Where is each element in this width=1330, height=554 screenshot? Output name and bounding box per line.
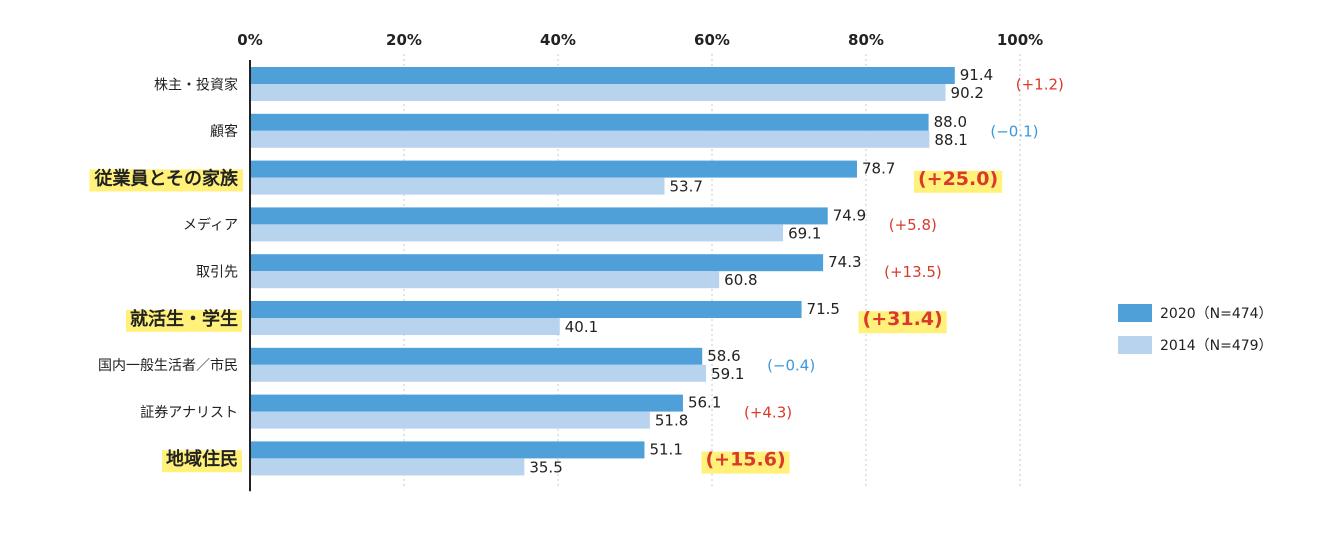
value-label-2014: 40.1 — [565, 318, 598, 336]
x-tick-label: 0% — [237, 31, 262, 49]
category-highlight — [89, 169, 243, 192]
x-tick-label: 20% — [386, 31, 422, 49]
category-label: メディア — [183, 217, 238, 234]
legend-swatch-2020 — [1118, 304, 1152, 322]
value-label-2014: 59.1 — [711, 365, 744, 383]
value-label-2014: 90.2 — [951, 84, 984, 102]
value-label-2020: 51.1 — [649, 440, 682, 458]
category-label: 従業員とその家族 — [94, 167, 239, 189]
difference-label: (+5.8) — [889, 216, 937, 234]
bar-2014 — [251, 177, 665, 195]
value-label-2020: 58.6 — [707, 347, 740, 365]
value-label-2020: 56.1 — [688, 394, 721, 412]
category-highlight — [162, 450, 242, 473]
value-label-2020: 74.3 — [828, 253, 861, 271]
bar-2014 — [251, 318, 560, 335]
bar-2014 — [251, 364, 707, 382]
value-label-2020: 74.9 — [833, 206, 866, 224]
legend-item-2014: 2014（N=479） — [1118, 335, 1273, 355]
bar-2014 — [251, 224, 784, 242]
difference-label: (+4.3) — [744, 403, 792, 421]
value-label-2020: 78.7 — [862, 160, 895, 178]
x-tick-label: 40% — [540, 31, 576, 49]
legend: 2020（N=474） 2014（N=479） — [1118, 303, 1273, 367]
difference-label: (+1.2) — [1016, 76, 1064, 94]
bar-2020 — [251, 113, 929, 131]
category-label: 顧客 — [210, 123, 238, 140]
value-label-2020: 88.0 — [934, 113, 967, 131]
difference-label: (+31.4) — [863, 308, 943, 330]
bar-2020 — [251, 441, 645, 459]
legend-item-2020: 2020（N=474） — [1118, 303, 1273, 323]
difference-label: (+25.0) — [918, 168, 998, 190]
x-tick-label: 100% — [997, 31, 1043, 49]
bar-2020 — [251, 347, 703, 365]
difference-label: (−0.1) — [990, 123, 1038, 141]
category-label: 証券アナリスト — [140, 405, 238, 421]
bar-2014 — [251, 130, 930, 148]
category-label: 株主・投資家 — [154, 76, 238, 93]
value-label-2014: 69.1 — [788, 224, 821, 242]
bar-2020 — [251, 254, 824, 272]
bar-2014 — [251, 271, 720, 289]
difference-highlight — [858, 311, 947, 334]
legend-swatch-2014 — [1118, 336, 1152, 354]
bar-2020 — [251, 301, 802, 318]
bar-2020 — [251, 67, 955, 84]
value-label-2014: 51.8 — [655, 412, 688, 430]
difference-highlight — [913, 170, 1003, 193]
category-label: 地域住民 — [166, 448, 238, 470]
category-label: 国内一般生活者／市民 — [98, 357, 238, 374]
bar-2020 — [251, 394, 683, 412]
value-label-2014: 53.7 — [669, 178, 702, 196]
legend-label-2020: 2020（N=474） — [1160, 306, 1273, 322]
category-label: 取引先 — [196, 265, 238, 281]
category-label: 就活生・学生 — [130, 308, 238, 330]
value-label-2020: 91.4 — [960, 66, 993, 84]
bar-2014 — [251, 84, 946, 101]
legend-label-2014: 2014（N=479） — [1160, 338, 1273, 354]
x-tick-label: 80% — [848, 31, 884, 49]
difference-highlight — [701, 451, 790, 474]
difference-label: (−0.4) — [767, 357, 815, 375]
category-highlight — [126, 309, 242, 332]
value-label-2014: 35.5 — [529, 458, 562, 476]
x-tick-label: 60% — [694, 31, 730, 49]
difference-label: (+13.5) — [884, 263, 942, 281]
value-label-2020: 71.5 — [807, 300, 840, 318]
value-label-2014: 88.1 — [934, 131, 967, 149]
bar-2014 — [251, 458, 525, 476]
bar-2014 — [251, 411, 650, 429]
value-label-2014: 60.8 — [724, 271, 757, 289]
bar-2020 — [251, 160, 857, 178]
bar-2020 — [251, 207, 828, 225]
difference-label: (+15.6) — [705, 449, 785, 471]
